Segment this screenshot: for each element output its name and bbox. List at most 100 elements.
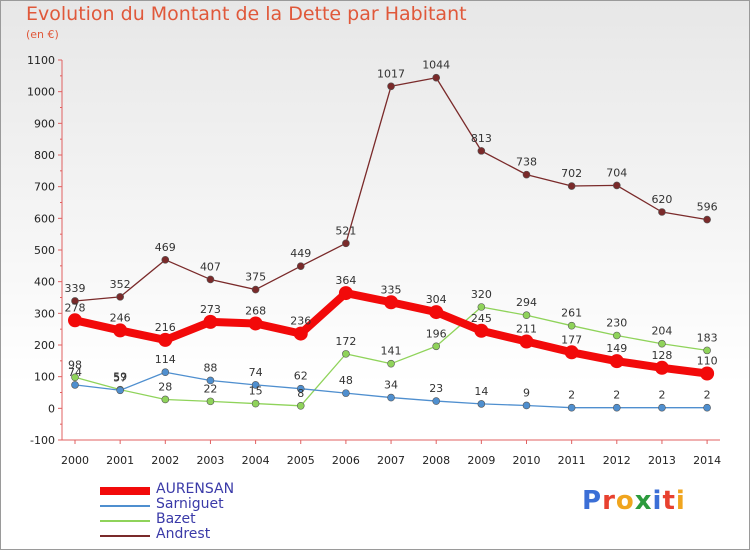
data-label: 2 <box>568 389 575 402</box>
data-point <box>519 334 534 349</box>
data-label: 2 <box>658 389 665 402</box>
x-tick-label: 2001 <box>106 454 134 467</box>
x-tick-label: 2009 <box>467 454 495 467</box>
data-point <box>161 368 170 377</box>
y-tick-label: 400 <box>34 276 55 289</box>
data-point <box>522 401 531 410</box>
x-tick-label: 2014 <box>693 454 721 467</box>
y-tick-label: 700 <box>34 181 55 194</box>
data-point <box>654 360 669 375</box>
legend-swatch <box>100 487 150 495</box>
legend-label: Sarniguet <box>156 496 224 512</box>
logo-letter: o <box>615 486 635 516</box>
data-point <box>251 285 260 294</box>
y-tick-label: 100 <box>34 371 55 384</box>
data-label: 813 <box>471 132 492 145</box>
x-tick-label: 2006 <box>332 454 360 467</box>
y-tick-label: 800 <box>34 149 55 162</box>
data-point <box>116 386 124 395</box>
x-tick-label: 2012 <box>603 454 631 467</box>
data-label: 245 <box>471 312 492 325</box>
data-label: 294 <box>516 296 537 309</box>
data-label: 114 <box>155 353 176 366</box>
data-label: 1044 <box>422 59 450 72</box>
data-point <box>296 384 305 393</box>
data-label: 141 <box>381 345 402 358</box>
data-point <box>612 331 621 340</box>
data-label: 246 <box>110 311 131 324</box>
data-label: 177 <box>561 333 582 346</box>
data-point <box>113 323 128 338</box>
data-point <box>658 403 666 412</box>
chart-title: Evolution du Montant de la Dette par Hab… <box>26 3 467 25</box>
data-label: 335 <box>381 283 402 296</box>
proxiti-logo: Proxiti <box>582 486 686 516</box>
data-point <box>477 400 486 408</box>
data-label: 702 <box>561 167 582 180</box>
data-label: 149 <box>606 342 627 355</box>
y-tick-label: 900 <box>34 117 55 130</box>
data-label: 23 <box>429 382 443 395</box>
data-point <box>522 170 531 179</box>
data-point <box>567 182 576 190</box>
data-point <box>567 403 576 412</box>
data-point <box>477 303 486 311</box>
data-label: 172 <box>335 335 356 348</box>
x-tick-label: 2005 <box>287 454 315 467</box>
data-point <box>700 366 715 381</box>
legend-swatch <box>100 535 150 537</box>
legend-swatch <box>100 505 150 507</box>
x-tick-label: 2003 <box>196 454 224 467</box>
data-label: 183 <box>697 331 718 344</box>
data-point <box>161 256 170 264</box>
data-label: 268 <box>245 304 266 317</box>
data-point <box>203 314 218 329</box>
data-point <box>251 381 260 389</box>
data-point <box>703 346 711 355</box>
x-tick-label: 2011 <box>558 454 586 467</box>
data-point <box>609 354 624 369</box>
logo-letter: i <box>652 486 663 516</box>
legend-label: Bazet <box>156 511 196 527</box>
y-tick-label: 0 <box>48 402 55 415</box>
data-label: 278 <box>65 301 86 314</box>
legend-label: Andrest <box>156 526 211 542</box>
data-label: 738 <box>516 156 537 169</box>
data-point <box>658 208 666 216</box>
data-point <box>248 316 263 331</box>
x-tick-label: 2010 <box>513 454 541 467</box>
data-point <box>387 393 395 402</box>
data-point <box>338 286 353 301</box>
data-point <box>432 73 441 82</box>
x-tick-label: 2013 <box>648 454 676 467</box>
legend-label: AURENSAN <box>156 481 235 497</box>
chart-subtitle: (en €) <box>26 28 59 41</box>
data-label: 449 <box>290 247 311 260</box>
data-point <box>158 332 173 347</box>
data-label: 375 <box>245 271 266 284</box>
data-point <box>564 345 579 360</box>
data-label: 339 <box>65 282 86 295</box>
data-label: 110 <box>697 355 718 368</box>
data-label: 230 <box>606 317 627 330</box>
logo-letter: i <box>675 486 686 516</box>
data-point <box>612 181 621 190</box>
data-label: 9 <box>523 386 530 399</box>
data-label: 236 <box>290 315 311 328</box>
data-label: 74 <box>68 366 82 379</box>
data-label: 273 <box>200 303 221 316</box>
data-point <box>384 295 399 310</box>
data-label: 1017 <box>377 67 405 80</box>
x-tick-label: 2004 <box>242 454 270 467</box>
data-point <box>342 350 350 358</box>
data-point <box>432 397 441 405</box>
data-point <box>161 395 170 404</box>
data-point <box>251 399 260 408</box>
data-label: 407 <box>200 260 221 273</box>
data-label: 62 <box>294 370 308 383</box>
data-point <box>71 297 79 305</box>
data-point <box>474 323 489 338</box>
data-point <box>116 293 124 301</box>
data-point <box>206 397 215 406</box>
